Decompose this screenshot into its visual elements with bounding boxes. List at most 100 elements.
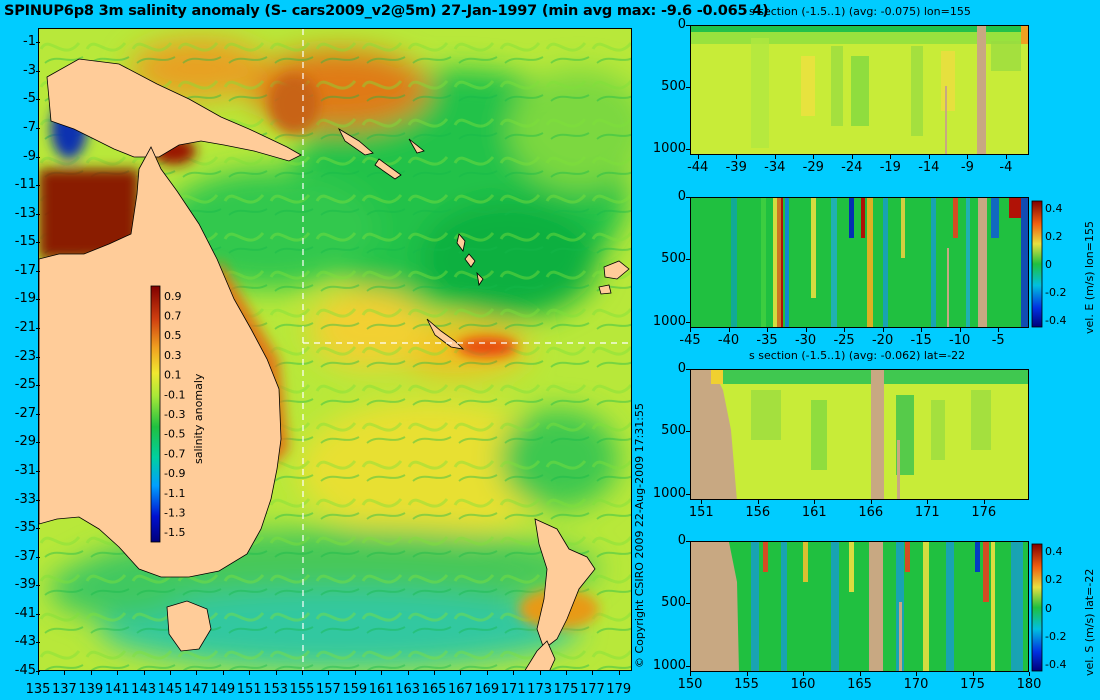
map-x-tick [618,671,620,675]
vel-s-colorbar-label: vel. S (m/s) lat=-22 [1083,568,1096,676]
panel1-x-tick-label: -4 [999,160,1013,175]
panel2-x-tick-label: -15 [910,333,932,348]
panel3-x-tick-label: 176 [971,505,997,520]
panel4-x-tick-label: 180 [1016,677,1042,692]
panel3-x-tick [870,500,872,504]
panel3-x-tick-label: 156 [745,505,771,520]
panel1-y-tick-label: 0 [677,17,686,32]
panel1-land-mask [977,26,986,154]
salinity-colorbar-tick-label: 0.7 [164,310,182,323]
land-solomon-islands [338,127,425,180]
panel4-x-tick [803,672,804,676]
map-x-tick-label: 157 [315,682,341,697]
salinity-colorbar-tick-label: -0.5 [164,428,185,441]
panel2-x-tick [882,328,884,332]
panel1-x-tick-label: -14 [918,160,940,175]
map-y-tick [36,499,40,501]
map-y-tick [36,185,40,187]
map-y-tick-label: -45 [14,663,36,678]
panel2-x-tick-label: -10 [949,333,971,348]
colorbar2-tick-label: 0 [1045,258,1052,271]
panel4-plot [690,541,1029,672]
map-y-tick [36,613,40,615]
panel4-x-tick [690,672,691,676]
panel1-y-tick [686,86,690,88]
map-y-tick-label: -25 [14,377,36,393]
panel4-y-tick-label: 1000 [652,657,686,673]
salinity-colorbar-tick-label: -1.1 [164,487,185,500]
map-x-tick [275,671,277,675]
panel2-x-tick-label: -20 [871,333,894,348]
panel3-y-tick [686,493,690,495]
map-x-tick [381,671,383,675]
panel2-x-tick [921,328,923,332]
map-y-tick [36,328,40,330]
panel1-x-tick-label: -19 [879,160,901,175]
panel3-x-tick [927,500,929,504]
map-x-tick [486,671,488,675]
map-y-tick [36,385,40,387]
salinity-colorbar-tick-label: 0.5 [164,329,182,342]
map-x-tick-label: 151 [236,682,262,697]
map-x-tick-label: 137 [51,682,77,697]
panel3-x-tick-label: 151 [688,505,714,520]
map-x-tick [90,671,92,675]
map-y-tick [36,242,40,244]
map-y-tick-label: -27 [14,405,36,421]
panel1-plot [690,25,1029,155]
panel1-y-tick [686,25,690,26]
colorbar4-tick-label: 0.2 [1045,573,1063,587]
panel1-x-tick-label: -9 [960,160,974,175]
salinity-colorbar-tick-label: -1.3 [164,506,185,519]
map-y-tick [36,270,40,272]
map-x-tick [566,671,567,675]
panel3-x-tick [701,500,703,504]
map-y-tick-label: -9 [23,148,36,164]
land-vanuatu [456,233,484,287]
panel2-x-tick [767,328,769,332]
panel4-x-tick-label: 155 [734,677,759,692]
map-x-tick-label: 163 [395,682,421,697]
map-x-tick [249,671,251,675]
salinity-colorbar-tick-label: -1.5 [164,526,185,539]
map-y-tick [36,156,40,158]
map-y-tick-label: -33 [14,491,36,507]
salinity-colorbar-tick-label: -0.7 [164,447,185,460]
map-y-tick [36,556,40,558]
map-x-tick [592,671,594,675]
page-title: SPINUP6p8 3m salinity anomaly (S- cars20… [4,3,769,19]
panel1-x-tick [774,155,776,159]
map-x-tick [328,671,330,675]
map-y-tick-label: -3 [23,62,36,78]
map-y-tick-label: -29 [14,434,36,450]
panel3-y-tick-label: 1000 [652,485,686,501]
panel3-x-tick [983,500,985,504]
panel3-title: s section (-1.5..1) (avg: -0.062) lat=-2… [749,349,966,362]
panel4-svg [691,542,1028,671]
panel3-x-tick-label: 166 [858,505,884,520]
land-new-guinea [46,58,302,162]
panel3-y-tick [686,369,690,370]
map-x-tick-label: 171 [500,682,526,697]
map-x-tick [513,671,515,675]
panel4-x-tick [972,672,974,676]
panel2-svg [691,198,1028,327]
panel1-x-tick-label: -29 [802,160,824,175]
salinity-colorbar-tick-label: 0.1 [164,369,182,382]
panel4-x-tick-label: 175 [960,677,985,692]
colorbar2-tick-label: -0.2 [1045,286,1067,299]
panel2-y-tick-label: 500 [661,251,686,267]
map-y-tick-label: -41 [14,605,36,621]
panel2-plot [690,197,1029,328]
panel1-title: s section (-1.5..1) (avg: -0.075) lon=15… [749,5,971,18]
map-x-tick-label: 141 [104,682,130,697]
map-y-tick-label: -31 [14,462,36,478]
panel4-y-tick-label: 500 [661,595,686,611]
vel-e-colorbar [1031,200,1043,328]
land-new-zealand-south [524,640,556,670]
panel1-x-tick [928,155,930,159]
panel4-x-tick-label: 160 [790,677,816,692]
panel2-x-tick-label: -45 [679,333,701,348]
panel3-y-tick [686,431,690,433]
panel1-x-tick [967,155,969,159]
